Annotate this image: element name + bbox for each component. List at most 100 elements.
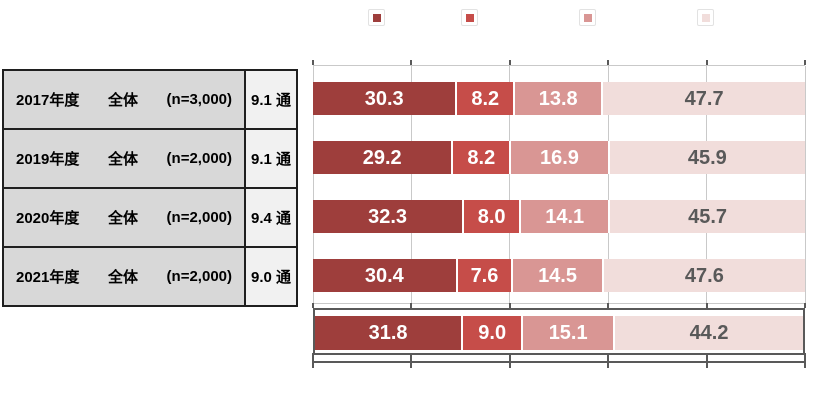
table-row: 2019年度 全体 (n=2,000) 9.1 通: [4, 128, 296, 187]
bar-segment-1: 31.8: [315, 316, 462, 350]
axis-tick: [312, 303, 314, 308]
bar-segment-label: 8.0: [477, 205, 506, 228]
bar-segment-2: 7.6: [455, 259, 512, 292]
bar-segment-4: 47.6: [601, 259, 805, 292]
bar-segment-label: 8.2: [471, 87, 500, 110]
group-label: 全体: [107, 151, 138, 168]
bottom-axis-ticks: [312, 303, 806, 308]
bar-segment-label: 30.3: [364, 87, 404, 110]
legend-key-1: [368, 9, 385, 26]
category-label-cell: 2020年度 全体 (n=2,000): [4, 189, 244, 246]
bar-segment-2: 9.0: [461, 316, 522, 350]
bar-segment-label: 13.8: [538, 87, 578, 110]
stacked-bar-2021年度 全体 (n=2,000): 30.4 7.6 14.5 47.6: [313, 259, 805, 292]
gridline: [312, 66, 314, 303]
axis-tick: [607, 353, 610, 368]
sample-size-label: (n=3,000): [166, 91, 232, 108]
summary-axis-line: [313, 361, 805, 363]
axis-tick: [508, 60, 511, 65]
category-label-cell: 2017年度 全体 (n=3,000): [4, 71, 244, 128]
bar-segment-label: 29.2: [362, 146, 402, 169]
summary-axis-ticks: [312, 353, 806, 368]
legend-swatch-icon: [583, 13, 592, 22]
table-row: 2021年度 全体 (n=2,000) 9.0 通: [4, 246, 296, 305]
bar-segment-label: 7.6: [470, 264, 499, 287]
average-cell: 9.1 通: [244, 130, 296, 187]
stacked-bar-2019年度 全体 (n=2,000): 29.2 8.2 16.9 45.9: [313, 141, 805, 174]
year-label: 2017年度: [16, 92, 80, 109]
bar-segment-1: 30.3: [313, 82, 456, 115]
summary-chart-frame: 31.8 9.0 15.1 44.2: [313, 308, 805, 355]
bar-segment-3: 14.5: [511, 259, 602, 292]
gridline: [607, 66, 609, 303]
group-label: 全体: [107, 210, 138, 227]
axis-tick: [312, 353, 314, 368]
year-label: 2020年度: [16, 210, 80, 227]
bar-segment-2: 8.0: [462, 200, 520, 233]
group-label: 全体: [107, 92, 138, 109]
stacked-bar-2020年度 全体 (n=2,000): 32.3 8.0 14.1 45.7: [313, 200, 805, 233]
legend-swatch-icon: [372, 13, 381, 22]
bar-segment-3: 13.8: [513, 82, 602, 115]
sample-size-label: (n=2,000): [166, 150, 232, 167]
bar-segment-label: 47.7: [684, 87, 724, 110]
bar-segment-label: 8.2: [467, 146, 496, 169]
bar-segment-3: 14.1: [519, 200, 609, 233]
bar-segment-label: 16.9: [539, 146, 579, 169]
bar-segment-4: 45.7: [608, 200, 805, 233]
legend-swatch-icon: [465, 13, 474, 22]
bar-segment-label: 45.9: [687, 146, 727, 169]
average-cell: 9.1 通: [244, 71, 296, 128]
bar-segment-1: 32.3: [313, 200, 463, 233]
legend-key-4: [697, 9, 714, 26]
bar-segment-label: 14.1: [545, 205, 585, 228]
bar-segment-label: 9.0: [478, 322, 507, 344]
gridline: [410, 66, 412, 303]
bar-segment-2: 8.2: [451, 141, 510, 174]
category-label-cell: 2021年度 全体 (n=2,000): [4, 248, 244, 305]
axis-tick: [410, 60, 413, 65]
top-axis-ticks: [312, 60, 806, 65]
gridline: [706, 66, 708, 303]
bar-segment-1: 29.2: [313, 141, 452, 174]
axis-tick: [705, 303, 708, 308]
category-label-cell: 2019年度 全体 (n=2,000): [4, 130, 244, 187]
bar-segment-3: 15.1: [521, 316, 614, 350]
axis-tick: [607, 60, 610, 65]
table-row: 2020年度 全体 (n=2,000) 9.4 通: [4, 187, 296, 246]
axis-tick: [410, 353, 413, 368]
main-plot-area: 30.3 8.2 13.8 47.7 29.2 8.2 16.9 45.9 32.3 8.0 14.…: [312, 65, 806, 304]
group-label: 全体: [107, 269, 138, 286]
bar-segment-label: 32.3: [368, 205, 408, 228]
table-row: 2017年度 全体 (n=3,000) 9.1 通: [4, 71, 296, 128]
bar-segment-label: 14.5: [538, 264, 577, 287]
gridline: [804, 66, 806, 303]
bar-segment-label: 45.7: [688, 205, 728, 228]
bar-segment-label: 31.8: [368, 322, 408, 344]
year-label: 2021年度: [16, 269, 80, 286]
bar-segment-2: 8.2: [455, 82, 514, 115]
bar-segment-label: 44.2: [689, 322, 729, 344]
axis-tick: [705, 353, 708, 368]
axis-tick: [804, 303, 806, 308]
bar-segment-4: 45.9: [607, 141, 805, 174]
axis-tick: [508, 303, 511, 308]
legend-key-2: [461, 9, 478, 26]
bar-segment-4: 47.7: [601, 82, 805, 115]
axis-tick: [410, 303, 413, 308]
year-label: 2019年度: [16, 151, 80, 168]
bar-segment-4: 44.2: [613, 316, 803, 350]
gridline: [509, 66, 511, 303]
axis-tick: [607, 303, 610, 308]
axis-tick: [705, 60, 708, 65]
axis-tick: [804, 353, 806, 368]
bar-segment-1: 30.4: [313, 259, 456, 292]
average-cell: 9.0 通: [244, 248, 296, 305]
category-table: 2017年度 全体 (n=3,000) 9.1 通 2019年度 全体 (n=2…: [2, 69, 298, 307]
summary-bar: 31.8 9.0 15.1 44.2: [315, 316, 803, 350]
legend-key-3: [579, 9, 596, 26]
bar-segment-label: 47.6: [684, 264, 724, 287]
bar-segment-label: 15.1: [548, 322, 588, 344]
axis-tick: [508, 353, 511, 368]
